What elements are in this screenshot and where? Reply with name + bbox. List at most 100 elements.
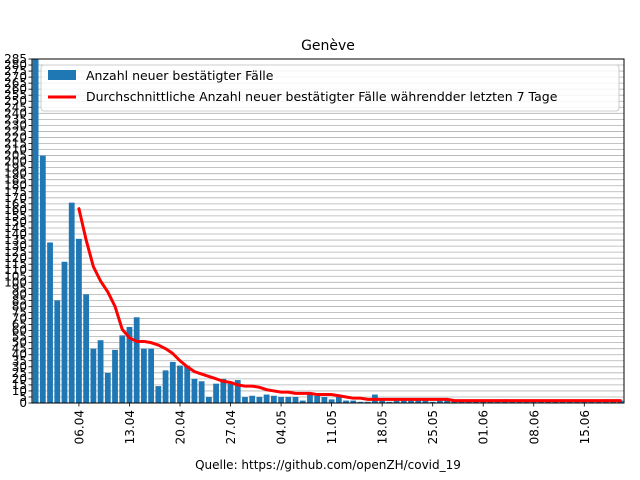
bar — [566, 401, 573, 403]
y-tick-label: 205 — [4, 149, 27, 163]
y-tick-label: 235 — [4, 112, 27, 126]
y-tick-label: 135 — [4, 233, 27, 247]
bar — [256, 396, 263, 403]
bar — [133, 317, 140, 403]
bar — [97, 340, 104, 403]
y-tick-label: 30 — [12, 360, 27, 374]
average-line — [77, 207, 622, 403]
bar — [104, 372, 111, 403]
bar — [357, 401, 364, 403]
bar — [191, 378, 198, 403]
plot-frame — [31, 58, 625, 404]
legend-swatch-bars — [48, 70, 76, 80]
y-tick-label: 280 — [4, 58, 27, 72]
bar — [249, 395, 256, 403]
bar — [83, 294, 90, 403]
y-tick-label: 120 — [4, 251, 27, 265]
bar — [588, 401, 595, 403]
y-tick-label: 90 — [12, 287, 27, 301]
bar — [545, 401, 552, 403]
y-tick-label: 5 — [19, 390, 27, 404]
y-tick-label: 25 — [12, 366, 27, 380]
x-tick-label: 18.05 — [376, 410, 390, 444]
bar — [321, 396, 328, 403]
bar — [76, 238, 82, 403]
x-tick-label: 27.04 — [224, 410, 238, 444]
chart-title: Genève — [301, 38, 355, 54]
bar — [437, 400, 443, 403]
bar — [278, 396, 284, 403]
y-tick-label: 220 — [4, 130, 27, 144]
bar — [119, 335, 126, 403]
y-tick-label: 80 — [12, 299, 27, 313]
bar — [393, 400, 400, 403]
bar — [112, 349, 118, 403]
y-tick-label: 70 — [12, 312, 27, 326]
bar — [169, 361, 176, 403]
bar — [559, 401, 566, 403]
bar — [364, 401, 371, 403]
bar — [465, 401, 472, 403]
y-tick-label: 165 — [4, 197, 27, 211]
x-tick-label: 08.06 — [527, 410, 541, 444]
x-tick-label: 13.04 — [123, 410, 137, 444]
y-tick-label: 15 — [12, 378, 27, 392]
bar-series — [32, 59, 624, 403]
bar — [429, 401, 436, 403]
bar — [292, 396, 299, 403]
bar — [54, 300, 61, 403]
y-tick-label: 150 — [4, 215, 27, 229]
y-tick-label: 85 — [12, 293, 27, 307]
y-tick-label: 140 — [4, 227, 27, 241]
bar — [90, 348, 97, 403]
y-tick-label: 190 — [4, 167, 27, 181]
bar — [285, 396, 292, 403]
bar — [343, 400, 349, 403]
y-tick-label: 95 — [12, 281, 27, 295]
bar — [350, 400, 357, 403]
y-axis: 0510152025303540455055606570758085909510… — [4, 52, 32, 410]
bar — [148, 348, 155, 403]
x-tick-label: 11.05 — [325, 410, 339, 444]
y-tick-label: 175 — [4, 185, 27, 199]
y-tick-label: 195 — [4, 161, 27, 175]
bar — [314, 395, 321, 403]
y-tick-label: 255 — [4, 88, 27, 102]
y-tick-label: 185 — [4, 173, 27, 187]
legend: Anzahl neuer bestätigter Fälle Durchschni… — [40, 64, 620, 112]
bar — [205, 396, 212, 403]
legend-label-line: Durchschnittliche Anzahl neuer bestätigt… — [86, 89, 558, 104]
bar — [177, 365, 183, 403]
bar — [422, 400, 429, 403]
bar — [242, 396, 248, 403]
y-tick-label: 170 — [4, 191, 27, 205]
bar — [213, 383, 219, 403]
bar — [379, 400, 386, 403]
y-tick-label: 215 — [4, 136, 27, 150]
bar — [155, 386, 162, 403]
y-tick-label: 200 — [4, 155, 27, 169]
y-tick-label: 45 — [12, 342, 27, 356]
x-axis-label: Quelle: https://github.com/openZH/covid_… — [195, 458, 461, 472]
bar — [408, 400, 414, 403]
bar — [184, 365, 191, 403]
y-tick-label: 105 — [4, 269, 27, 283]
bar — [234, 380, 241, 403]
x-tick-label: 15.06 — [578, 410, 592, 444]
bar — [610, 401, 617, 403]
bar — [328, 399, 335, 403]
y-tick-label: 230 — [4, 118, 27, 132]
bar — [39, 155, 46, 403]
bar — [400, 400, 407, 403]
y-tick-label: 265 — [4, 76, 27, 90]
y-tick-label: 75 — [12, 305, 27, 319]
y-tick-label: 100 — [4, 275, 27, 289]
bar — [47, 242, 53, 403]
bar — [270, 395, 277, 403]
bar — [335, 396, 342, 403]
x-tick-label: 20.04 — [174, 410, 188, 444]
bar — [299, 400, 306, 403]
y-tick-label: 65 — [12, 318, 27, 332]
bar — [141, 348, 147, 403]
